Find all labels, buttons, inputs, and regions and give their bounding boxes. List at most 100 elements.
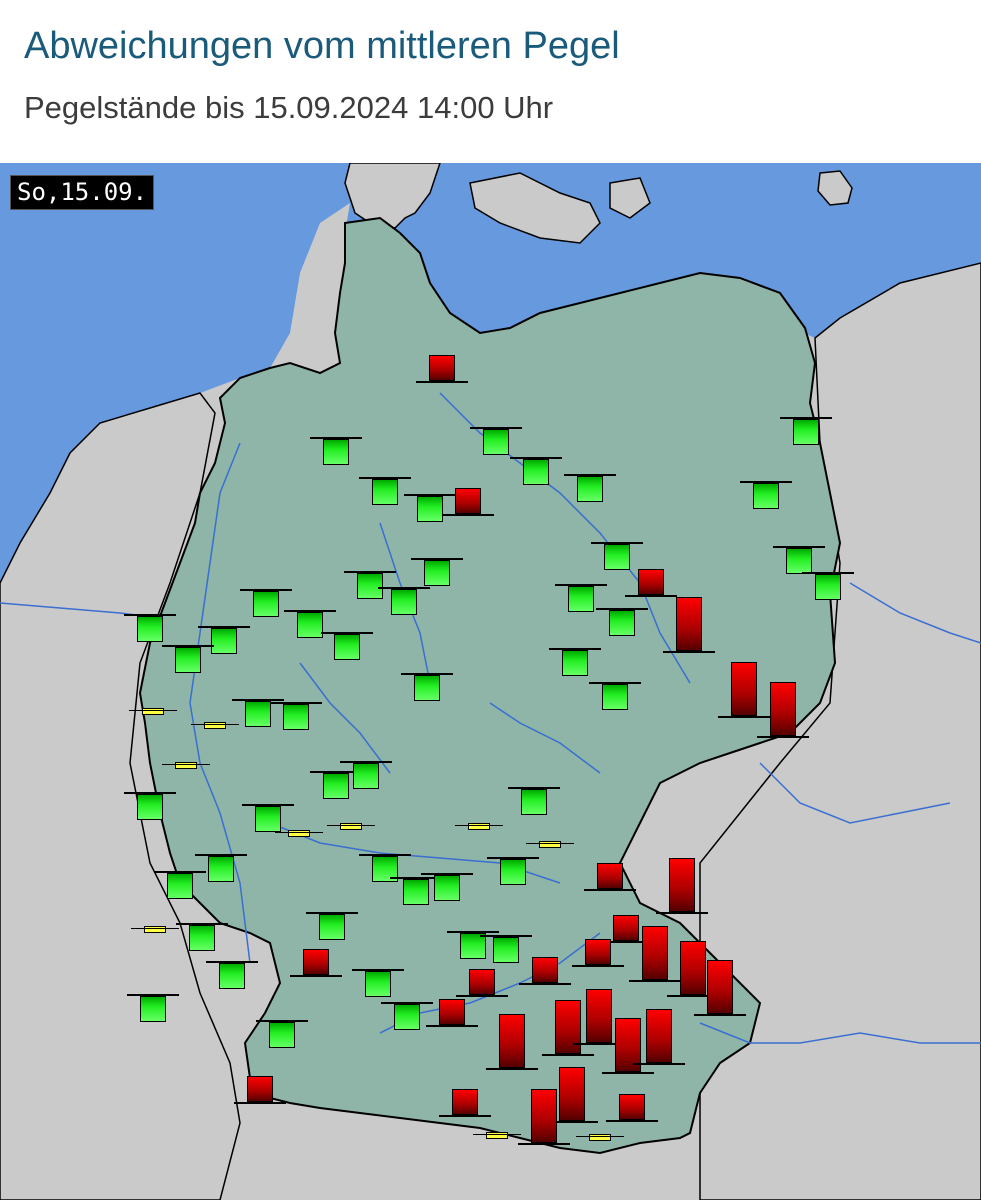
gauge-marker-up[interactable] xyxy=(663,597,715,653)
gauge-marker-down[interactable] xyxy=(802,572,854,600)
gauge-marker-up[interactable] xyxy=(667,941,719,997)
gauge-marker-up[interactable] xyxy=(633,1009,685,1065)
gauge-marker-up[interactable] xyxy=(584,863,636,891)
gauge-marker-down[interactable] xyxy=(270,702,322,730)
gauge-marker-normal[interactable] xyxy=(473,1132,521,1141)
gauge-marker-down[interactable] xyxy=(176,923,228,951)
gauge-marker-down[interactable] xyxy=(310,437,362,465)
date-label: So,15.09. xyxy=(10,175,155,210)
gauge-marker-down[interactable] xyxy=(240,589,292,617)
gauge-marker-normal[interactable] xyxy=(162,762,210,771)
gauge-marker-down[interactable] xyxy=(340,761,392,789)
gauge-marker-down[interactable] xyxy=(198,626,250,654)
gauge-marker-up[interactable] xyxy=(629,926,681,982)
gauge-marker-normal[interactable] xyxy=(275,830,323,839)
gauge-marker-down[interactable] xyxy=(124,614,176,642)
gauge-marker-normal[interactable] xyxy=(327,823,375,832)
gauge-bar xyxy=(585,939,611,965)
gauge-marker-down[interactable] xyxy=(470,427,522,455)
gauge-baseline xyxy=(359,854,411,856)
gauge-marker-down[interactable] xyxy=(404,494,456,522)
gauge-marker-up[interactable] xyxy=(656,858,708,914)
gauge-marker-down[interactable] xyxy=(487,857,539,885)
gauge-marker-down[interactable] xyxy=(591,542,643,570)
gauge-marker-up[interactable] xyxy=(572,939,624,967)
gauge-baseline xyxy=(740,481,792,483)
gauge-marker-down[interactable] xyxy=(447,931,499,959)
gauge-marker-up[interactable] xyxy=(718,662,770,718)
gauge-marker-down[interactable] xyxy=(589,682,641,710)
gauge-marker-down[interactable] xyxy=(359,477,411,505)
gauge-marker-down[interactable] xyxy=(352,969,404,997)
page-title: Abweichungen vom mittleren Pegel xyxy=(24,25,620,67)
gauge-bar xyxy=(334,634,360,660)
gauge-marker-up[interactable] xyxy=(518,1089,570,1145)
gauge-bar xyxy=(137,616,163,642)
gauge-marker-down[interactable] xyxy=(206,961,258,989)
gauge-baseline xyxy=(656,912,708,914)
gauge-marker-normal[interactable] xyxy=(129,708,177,717)
gauge-marker-up[interactable] xyxy=(426,999,478,1027)
gauge-marker-down[interactable] xyxy=(154,871,206,899)
gauge-marker-up[interactable] xyxy=(542,1000,594,1056)
gauge-marker-down[interactable] xyxy=(773,546,825,574)
gauge-marker-down[interactable] xyxy=(195,854,247,882)
gauge-marker-up[interactable] xyxy=(625,569,677,597)
gauge-marker-up[interactable] xyxy=(486,1014,538,1070)
gauge-marker-up[interactable] xyxy=(573,989,625,1045)
gauge-marker-down[interactable] xyxy=(421,873,473,901)
gauge-marker-down[interactable] xyxy=(256,1020,308,1048)
gauge-marker-up[interactable] xyxy=(600,915,652,943)
gauge-marker-down[interactable] xyxy=(344,571,396,599)
gauge-marker-down[interactable] xyxy=(242,804,294,832)
gauge-marker-normal[interactable] xyxy=(576,1134,624,1143)
gauge-marker-down[interactable] xyxy=(306,912,358,940)
gauge-marker-normal[interactable] xyxy=(191,722,239,731)
gauge-marker-up[interactable] xyxy=(757,682,809,738)
gauge-bar xyxy=(586,989,612,1043)
gauge-marker-down[interactable] xyxy=(310,771,362,799)
gauge-marker-up[interactable] xyxy=(439,1089,491,1117)
gauge-marker-down[interactable] xyxy=(381,1002,433,1030)
gauge-marker-down[interactable] xyxy=(564,474,616,502)
gauge-marker-down[interactable] xyxy=(162,645,214,673)
gauge-marker-normal[interactable] xyxy=(131,926,179,935)
gauge-marker-down[interactable] xyxy=(555,584,607,612)
gauge-marker-normal[interactable] xyxy=(526,841,574,850)
gauge-baseline xyxy=(124,792,176,794)
gauge-marker-down[interactable] xyxy=(596,608,648,636)
gauge-marker-down[interactable] xyxy=(321,632,373,660)
gauge-marker-up[interactable] xyxy=(442,488,494,516)
gauge-marker-down[interactable] xyxy=(480,935,532,963)
gauge-baseline xyxy=(232,699,284,701)
gauge-marker-up[interactable] xyxy=(694,960,746,1016)
gauge-marker-up[interactable] xyxy=(290,949,342,977)
gauge-baseline xyxy=(442,514,494,516)
gauge-bar xyxy=(469,969,495,995)
gauge-marker-up[interactable] xyxy=(234,1076,286,1104)
gauge-marker-up[interactable] xyxy=(546,1067,598,1123)
gauge-marker-down[interactable] xyxy=(390,877,442,905)
gauge-marker-down[interactable] xyxy=(378,587,430,615)
gauge-marker-normal[interactable] xyxy=(455,823,503,832)
gauge-marker-down[interactable] xyxy=(740,481,792,509)
gauge-marker-up[interactable] xyxy=(606,1094,658,1122)
gauge-marker-up[interactable] xyxy=(456,969,508,997)
gauge-marker-down[interactable] xyxy=(508,787,560,815)
gauge-marker-down[interactable] xyxy=(411,558,463,586)
gauge-marker-down[interactable] xyxy=(510,457,562,485)
gauge-bar xyxy=(613,915,639,941)
gauge-marker-down[interactable] xyxy=(401,673,453,701)
gauge-marker-down[interactable] xyxy=(284,610,336,638)
gauge-bar xyxy=(211,628,237,654)
gauge-marker-down[interactable] xyxy=(780,417,832,445)
gauge-marker-down[interactable] xyxy=(127,994,179,1022)
gauge-marker-down[interactable] xyxy=(124,792,176,820)
gauge-marker-up[interactable] xyxy=(519,957,571,985)
gauge-marker-down[interactable] xyxy=(549,648,601,676)
gauge-baseline xyxy=(456,995,508,997)
gauge-marker-down[interactable] xyxy=(232,699,284,727)
gauge-marker-up[interactable] xyxy=(416,355,468,383)
water-level-map[interactable]: So,15.09. xyxy=(0,163,981,1200)
gauge-marker-down[interactable] xyxy=(359,854,411,882)
